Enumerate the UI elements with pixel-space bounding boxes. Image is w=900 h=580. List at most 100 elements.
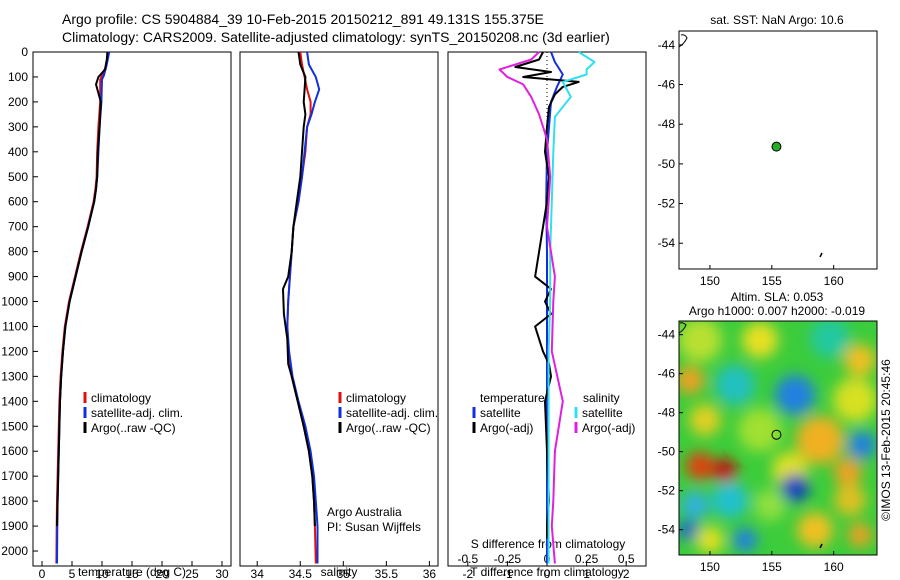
difference-t-argo-line: [514, 51, 580, 539]
altimetry-map-title-1: Altim. SLA: 0.053: [731, 290, 824, 304]
depth-tick-label: 500: [8, 170, 28, 184]
heatmap-blob: [848, 431, 876, 459]
argo-float-marker: [771, 429, 782, 440]
location-map-title: sat. SST: NaN Argo: 10.6: [710, 13, 844, 27]
imos-timestamp-label: ©IMOS 13-Feb-2015 20:45:46: [879, 359, 893, 521]
heatmap-blob: [834, 484, 866, 516]
depth-tick-label: 900: [8, 270, 28, 284]
depth-tick-label: 0: [21, 45, 28, 59]
s-difference-tick-label: -0.25: [494, 552, 522, 566]
temperature-axis-tick-label: 20: [155, 567, 169, 580]
temperature-legend-2-label: Argo(..raw -QC): [91, 421, 176, 435]
depth-tick-label: 1900: [1, 519, 28, 533]
difference-legend-s-argo-label: Argo(-adj): [582, 421, 635, 435]
depth-tick-label: 200: [8, 95, 28, 109]
heatmap-blob: [713, 458, 737, 482]
heatmap-blob: [833, 378, 877, 422]
altimetry-map-lat-tick-label: -50: [658, 445, 676, 459]
depth-tick-label: 600: [8, 195, 28, 209]
heatmap-blob: [715, 365, 755, 405]
heatmap-blob: [844, 344, 876, 376]
salinity-legend-0-label: climatology: [346, 391, 406, 405]
argo-float-marker: [771, 141, 782, 152]
altimetry-map-lat-tick-label: -52: [658, 484, 676, 498]
salinity-xlabel: salinity: [321, 565, 358, 579]
location-map-lon-tick-label: 160: [824, 274, 844, 288]
salinity-panel: [239, 51, 439, 567]
heatmap-blob: [681, 491, 709, 519]
difference-axis-tick-label: 1: [583, 567, 590, 580]
heatmap-blob: [689, 404, 721, 436]
altimetry-map-lon-tick-label: 155: [762, 560, 782, 574]
altimetry-map-title-2: Argo h1000: 0.007 h2000: -0.019: [689, 304, 865, 318]
depth-tick-label: 100: [8, 70, 28, 84]
heatmap-blob: [797, 512, 833, 548]
coastline-fragment: [678, 34, 688, 48]
depth-tick-label: 1400: [1, 394, 28, 408]
altimetry-map-lon-tick-label: 160: [824, 560, 844, 574]
temperature-legend-1-label: satellite-adj. clim.: [91, 406, 183, 420]
salinity-axis-tick-label: 34.5: [289, 567, 313, 580]
difference-xlabel: T difference from climatology: [470, 565, 624, 579]
salinity-annotation-line-2: PI: Susan Wijffels: [327, 520, 421, 534]
salinity-legend-2-label: Argo(..raw -QC): [346, 421, 431, 435]
temperature-panel: [32, 51, 232, 567]
s-difference-tick-label: -0.5: [457, 552, 478, 566]
s-difference-tick-label: 0.5: [618, 552, 635, 566]
heatmap-blob: [781, 474, 809, 502]
heatmap-blob: [742, 322, 778, 358]
coastline-fragment: [678, 322, 687, 334]
heatmap-blob: [810, 321, 850, 358]
salinity-annotation-line-1: Argo Australia: [327, 505, 402, 519]
temperature-axis-tick-label: 5: [69, 567, 76, 580]
depth-tick-label: 400: [8, 145, 28, 159]
altimetry-heatmap: [679, 321, 877, 555]
difference-legend-t-argo-label: Argo(-adj): [480, 421, 533, 435]
difference-axis-tick-label: 2: [623, 567, 630, 580]
location-map-frame: [678, 30, 878, 270]
salinity-legend-1-label: satellite-adj. clim.: [346, 406, 438, 420]
heatmap-blob: [754, 489, 786, 521]
salinity-argo-line: [282, 51, 316, 527]
difference-legend-salinity-title: salinity: [583, 391, 620, 405]
heatmap-blob: [733, 528, 757, 552]
temperature-axis-tick-label: 10: [95, 567, 109, 580]
depth-tick-label: 800: [8, 245, 28, 259]
heatmap-blob: [712, 482, 748, 518]
heatmap-field: [679, 321, 877, 554]
difference-legend-s-satellite-label: satellite: [582, 406, 623, 420]
location-map-lat-tick-label: -48: [658, 117, 676, 131]
heatmap-blob: [834, 458, 862, 486]
altimetry-map-lat-tick-label: -48: [658, 406, 676, 420]
altimetry-map-lat-tick-label: -44: [658, 328, 676, 342]
heatmap-blob: [679, 366, 704, 394]
coastline-fragment: [819, 543, 823, 549]
depth-tick-label: 1100: [2, 319, 28, 333]
heatmap-blob: [696, 526, 724, 554]
depth-tick-label: 1000: [1, 295, 28, 309]
depth-tick-label: 1700: [1, 469, 28, 483]
temperature-xlabel: temperature (deg C): [78, 565, 186, 579]
depth-tick-label: 700: [8, 220, 28, 234]
depth-tick-label: 300: [8, 120, 28, 134]
location-map-lat-tick-label: -54: [658, 236, 676, 250]
temperature-axis-tick-label: 25: [185, 567, 199, 580]
location-map-lat-tick-label: -50: [658, 157, 676, 171]
depth-tick-label: 2000: [1, 544, 28, 558]
temperature-argo-line: [56, 51, 109, 527]
difference-axis-tick-label: -2: [462, 567, 473, 580]
salinity-axis-tick-label: 36: [423, 567, 437, 580]
difference-s-argo-line: [498, 51, 564, 564]
s-difference-tick-label: 0.25: [575, 552, 599, 566]
location-map-lat-tick-label: -44: [658, 38, 676, 52]
location-map-lon-tick-label: 155: [762, 274, 782, 288]
heatmap-blob: [775, 375, 815, 415]
difference-axis-tick-label: 0: [544, 567, 551, 580]
heatmap-blob: [686, 452, 714, 480]
difference-legend-temperature-title: temperature: [480, 391, 545, 405]
depth-tick-label: 1300: [1, 369, 28, 383]
altimetry-map-frame: [678, 320, 878, 556]
temperature-axis-tick-label: 30: [215, 567, 229, 580]
heatmap-blob: [679, 321, 722, 362]
altimetry-map-lon-tick-label: 150: [700, 560, 720, 574]
